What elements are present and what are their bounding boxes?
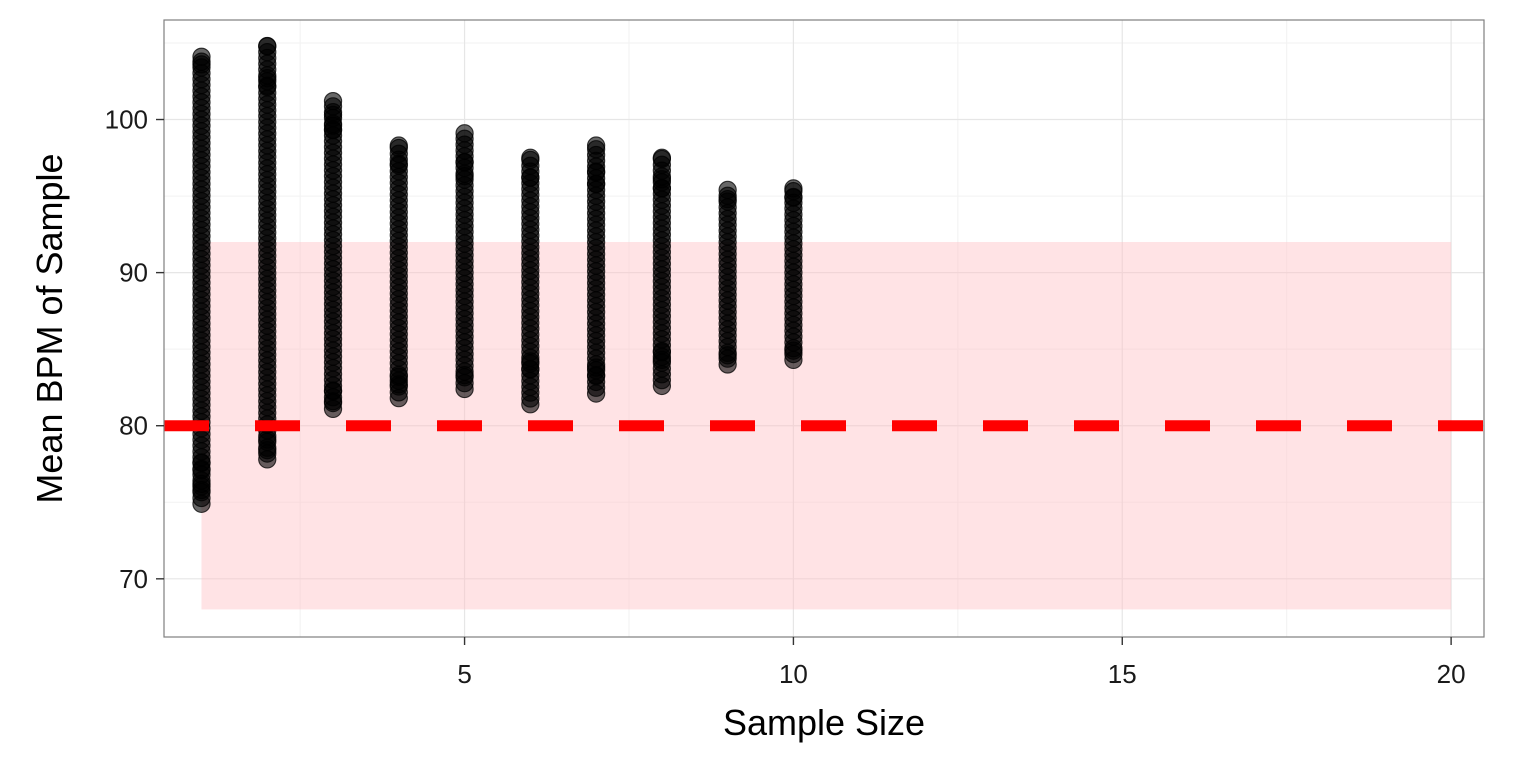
sample-size-column <box>521 148 540 414</box>
axis-ticks-layer: 5 10 15 20 70 80 90 100 <box>105 105 1466 689</box>
data-point <box>389 136 408 155</box>
y-tick-label: 70 <box>119 564 148 594</box>
y-tick-label: 80 <box>119 411 148 441</box>
y-axis-title: Mean BPM of Sample <box>29 153 70 503</box>
y-tick-label: 90 <box>119 258 148 288</box>
data-point <box>258 36 277 56</box>
sample-size-column <box>389 136 408 408</box>
data-point <box>586 136 606 155</box>
x-tick-label: 20 <box>1437 659 1466 689</box>
x-tick-label: 5 <box>457 659 471 689</box>
data-point <box>652 148 672 167</box>
data-point <box>323 91 343 111</box>
sample-size-column <box>784 179 803 370</box>
x-tick-label: 15 <box>1108 659 1137 689</box>
sample-size-column <box>652 148 672 396</box>
x-tick-label: 10 <box>779 659 808 689</box>
data-point <box>192 47 211 66</box>
point-layer <box>192 36 803 513</box>
sample-size-column <box>192 47 211 513</box>
data-point <box>784 179 803 198</box>
sample-size-column <box>586 136 606 403</box>
data-point <box>718 180 737 200</box>
data-point <box>521 148 540 167</box>
sample-size-column <box>323 91 343 419</box>
y-tick-label: 100 <box>105 105 148 135</box>
sample-size-column <box>718 180 737 374</box>
plot-panel-border <box>163 19 1485 638</box>
sample-size-column <box>258 36 277 469</box>
data-point <box>455 124 474 143</box>
x-axis-title: Sample Size <box>723 702 925 743</box>
sample-size-column <box>455 124 474 399</box>
plot-background <box>164 20 1484 637</box>
